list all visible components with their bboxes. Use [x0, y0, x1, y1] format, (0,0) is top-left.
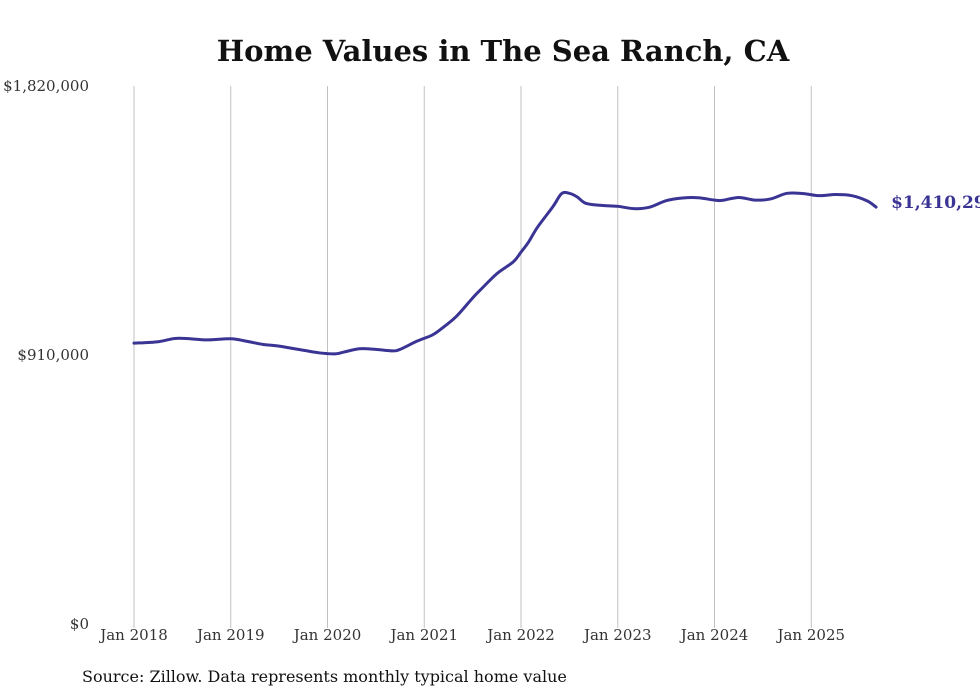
source-note: Source: Zillow. Data represents monthly …	[82, 667, 567, 686]
series: $1,410,29	[132, 190, 980, 356]
y-axis-ticks: $1,820,000 $910,000 $0	[3, 77, 89, 633]
x-tick-label: Jan 2023	[582, 626, 652, 644]
x-axis-ticks: Jan 2018 Jan 2019 Jan 2020 Jan 2021 Jan 2022…	[98, 626, 845, 644]
x-tick-label: Jan 2024	[679, 626, 749, 644]
grid	[133, 86, 812, 628]
x-tick-label: Jan 2020	[292, 626, 362, 644]
x-tick-label: Jan 2025	[775, 626, 845, 644]
chart-title: Home Values in The Sea Ranch, CA	[217, 34, 790, 68]
y-tick-label: $910,000	[17, 346, 89, 364]
end-value-label: $1,410,29	[891, 193, 980, 213]
y-tick-label: $1,820,000	[3, 77, 89, 95]
x-tick-label: Jan 2018	[98, 626, 168, 644]
series-line	[132, 190, 878, 356]
y-tick-label: $0	[70, 615, 89, 633]
x-tick-label: Jan 2022	[485, 626, 555, 644]
x-tick-label: Jan 2021	[388, 626, 458, 644]
x-tick-label: Jan 2019	[195, 626, 265, 644]
